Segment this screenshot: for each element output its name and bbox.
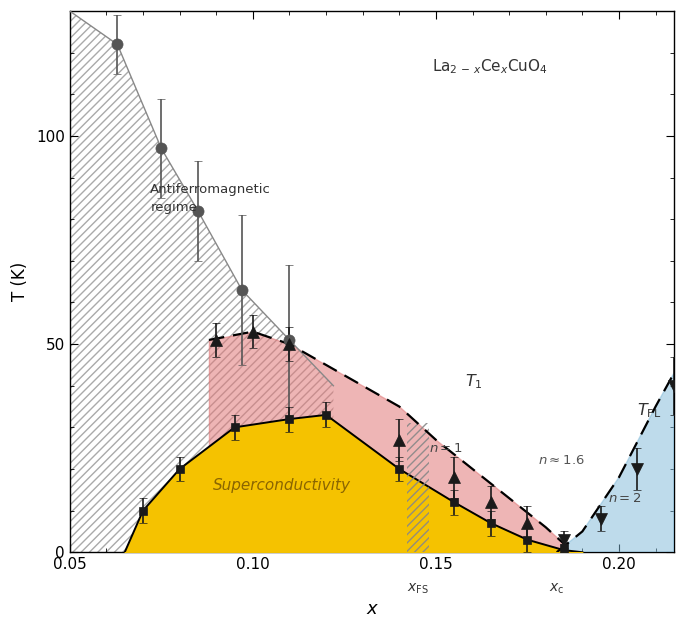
Text: $n = 1$: $n = 1$ — [429, 442, 462, 455]
Text: La$_{2\,-\,x}$Ce$_x$CuO$_4$: La$_{2\,-\,x}$Ce$_x$CuO$_4$ — [432, 57, 548, 76]
Polygon shape — [557, 373, 674, 552]
Text: Superconductivity: Superconductivity — [213, 478, 351, 493]
Text: $x_\mathrm{c}$: $x_\mathrm{c}$ — [549, 581, 564, 596]
Text: Antiferromagnetic
regime: Antiferromagnetic regime — [150, 183, 271, 214]
Polygon shape — [70, 11, 334, 552]
Text: $T_1$: $T_1$ — [465, 372, 483, 391]
Text: $x_\mathrm{FS}$: $x_\mathrm{FS}$ — [407, 581, 429, 596]
Text: $n \approx 1.6$: $n \approx 1.6$ — [538, 454, 585, 467]
Y-axis label: T (K): T (K) — [11, 262, 29, 301]
Text: $n = 2$: $n = 2$ — [608, 492, 642, 504]
X-axis label: x: x — [366, 600, 377, 618]
Text: $T_\mathrm{FL}$: $T_\mathrm{FL}$ — [637, 401, 662, 420]
